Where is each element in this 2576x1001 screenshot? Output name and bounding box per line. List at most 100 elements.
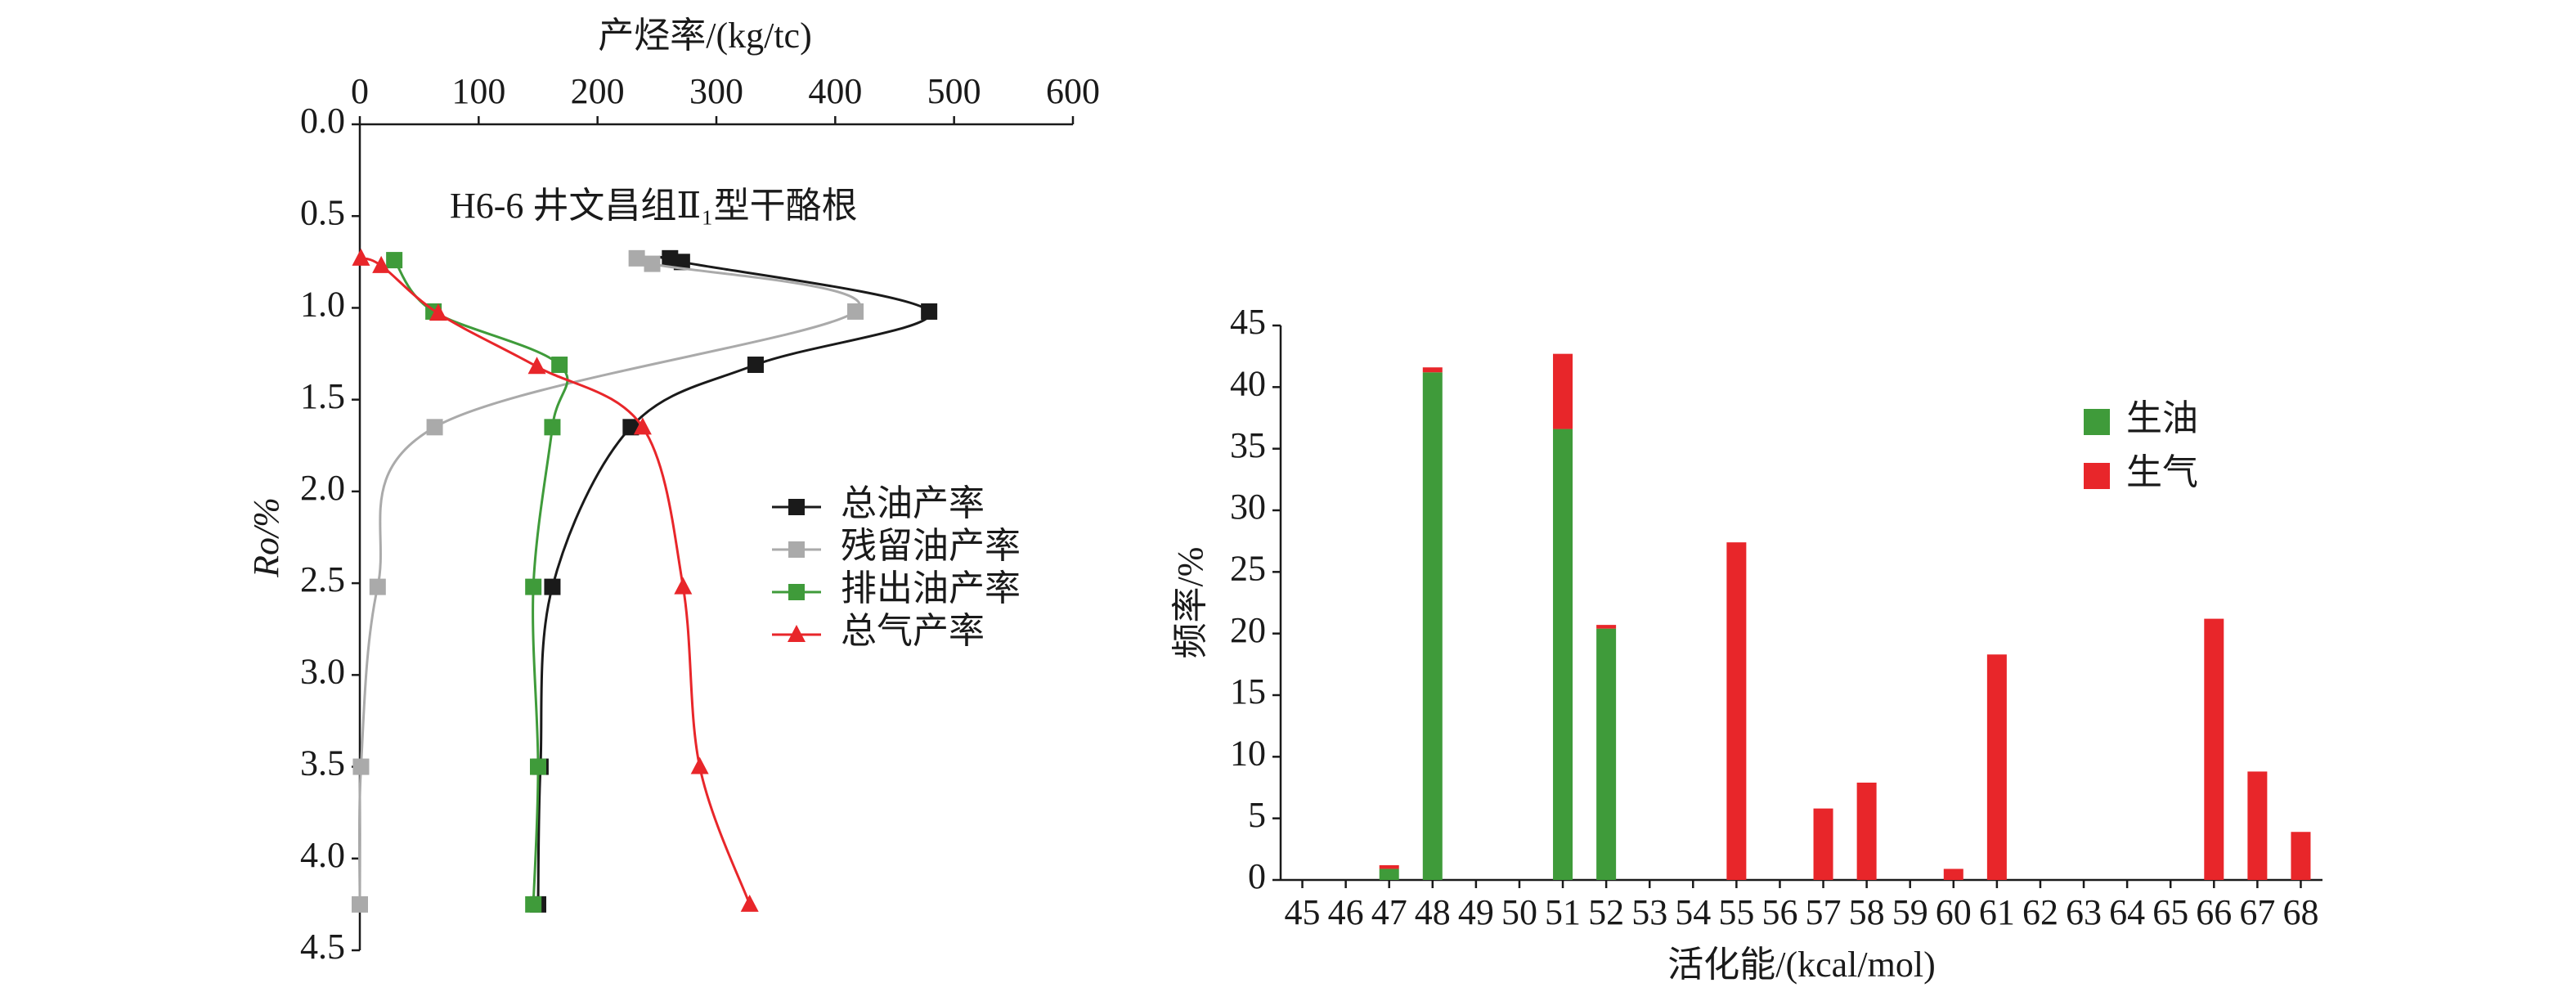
y-tick-label: 3.5: [300, 743, 345, 783]
bar-segment: [1943, 869, 1963, 880]
series-line: [536, 255, 931, 904]
y-tick-label: 4.0: [300, 835, 345, 875]
marker: [429, 303, 447, 321]
bar-segment: [1596, 625, 1617, 629]
x-tick-label: 64: [2109, 892, 2145, 932]
y-tick-label: 4.5: [300, 927, 345, 967]
bar-segment: [1856, 782, 1877, 880]
marker: [352, 896, 368, 913]
y-tick-label: 10: [1230, 733, 1266, 773]
y-tick-label: 0.5: [300, 192, 345, 232]
x-tick-label: 57: [1806, 892, 1842, 932]
x-tick-label: 63: [2066, 892, 2102, 932]
legend-label: 排出油产率: [841, 568, 1021, 608]
x-tick-label: 61: [1979, 892, 2015, 932]
x-tick-label: 54: [1675, 892, 1711, 932]
legend-marker: [788, 499, 805, 515]
x-tick-label: 55: [1718, 892, 1754, 932]
bar-segment: [1422, 367, 1443, 373]
series-line: [393, 259, 569, 904]
marker: [674, 577, 693, 595]
y-tick-label: 20: [1230, 610, 1266, 650]
marker: [622, 419, 640, 436]
legend-label: 残留油产率: [841, 526, 1021, 566]
x-tick-label: 52: [1588, 892, 1624, 932]
bar-segment: [1596, 628, 1617, 880]
marker: [544, 578, 561, 595]
x-tick-label: 48: [1415, 892, 1451, 932]
x-tick-label: 62: [2022, 892, 2058, 932]
x-tick-label: 400: [808, 71, 862, 111]
x-tick-label: 59: [1892, 892, 1928, 932]
x-tick-label: 500: [927, 71, 981, 111]
y-tick-label: 2.0: [300, 468, 345, 508]
marker: [530, 758, 546, 775]
marker: [426, 419, 443, 436]
x-tick-label: 100: [451, 71, 505, 111]
x-tick-label: 200: [571, 71, 625, 111]
bar-segment: [1986, 654, 2007, 880]
marker: [352, 758, 370, 775]
bar-segment: [2247, 771, 2268, 880]
y-axis-title: 频率/%: [1170, 547, 1210, 659]
bar-segment: [2291, 832, 2311, 880]
marker: [551, 357, 568, 374]
x-tick-label: 58: [1849, 892, 1885, 932]
y-tick-label: 2.5: [300, 559, 345, 599]
y-axis-title: Ro/%: [246, 497, 286, 578]
bar-segment: [1813, 808, 1833, 880]
x-tick-label: 66: [2196, 892, 2232, 932]
x-tick-label: 47: [1371, 892, 1407, 932]
x-tick-label: 60: [1936, 892, 1972, 932]
marker: [352, 248, 370, 266]
series-line: [357, 257, 861, 904]
x-tick-label: 45: [1285, 892, 1321, 932]
y-tick-label: 5: [1248, 795, 1266, 835]
legend-swatch: [2084, 409, 2110, 435]
marker: [747, 357, 764, 374]
bar-segment: [1553, 429, 1573, 880]
annotation: H6-6 井文昌组Ⅱ₁型干酪根: [450, 186, 858, 226]
y-tick-label: 0: [1248, 856, 1266, 896]
y-tick-label: 15: [1230, 671, 1266, 711]
marker: [372, 255, 391, 273]
x-axis-title: 产烃率/(kg/tc): [598, 16, 812, 56]
legend-marker: [788, 541, 805, 558]
marker: [628, 249, 645, 267]
x-tick-label: 65: [2152, 892, 2188, 932]
y-tick-label: 35: [1230, 425, 1266, 465]
x-tick-label: 0: [351, 71, 369, 111]
legend-swatch: [2084, 463, 2110, 489]
marker: [633, 417, 652, 435]
y-tick-label: 40: [1230, 363, 1266, 403]
legend-label: 生油: [2126, 398, 2198, 438]
x-tick-label: 300: [689, 71, 743, 111]
x-tick-label: 68: [2282, 892, 2318, 932]
x-tick-label: 51: [1545, 892, 1581, 932]
marker: [527, 357, 546, 375]
marker: [544, 419, 561, 436]
bar-segment: [1379, 869, 1399, 880]
bar-segment: [1379, 864, 1399, 869]
bar-segment: [1726, 542, 1747, 880]
x-tick-label: 600: [1046, 71, 1100, 111]
marker: [525, 896, 542, 913]
marker: [525, 578, 542, 595]
bar-segment: [2204, 618, 2224, 880]
x-tick-label: 50: [1501, 892, 1537, 932]
y-tick-label: 0.0: [300, 101, 345, 141]
x-axis-title: 活化能/(kcal/mol): [1667, 945, 1936, 985]
x-tick-label: 67: [2239, 892, 2275, 932]
marker: [644, 255, 661, 272]
legend-label: 总气产率: [841, 611, 985, 651]
marker: [386, 252, 403, 269]
x-tick-label: 46: [1328, 892, 1364, 932]
marker: [369, 578, 386, 595]
legend-label: 生气: [2126, 452, 2198, 492]
y-tick-label: 1.0: [300, 285, 345, 325]
legend-marker: [788, 625, 806, 642]
marker: [847, 303, 864, 320]
marker: [921, 303, 938, 320]
legend-marker: [788, 584, 805, 600]
